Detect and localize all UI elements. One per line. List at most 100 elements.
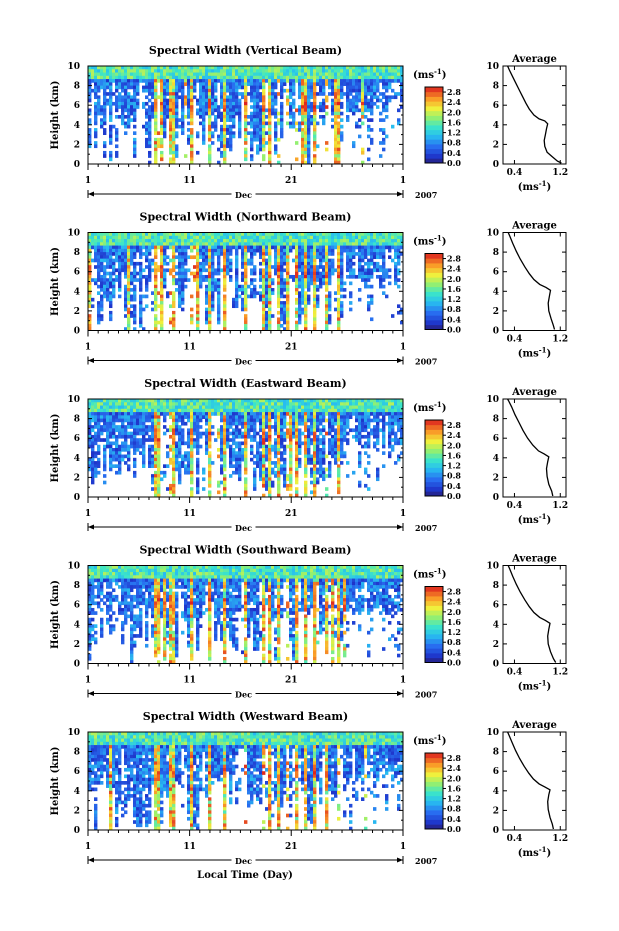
heatmap-cell	[316, 105, 320, 109]
heatmap-cell	[397, 255, 401, 260]
heatmap-cell	[223, 92, 227, 96]
heatmap-cell	[229, 235, 233, 240]
heatmap-cell	[133, 448, 137, 452]
heatmap-cell	[208, 144, 212, 149]
heatmap-cell	[370, 235, 374, 240]
heatmap-cell	[280, 69, 284, 73]
heatmap-cell	[238, 242, 242, 246]
heatmap-cell	[277, 160, 281, 165]
heatmap-cell	[187, 105, 191, 109]
heatmap-cell	[283, 239, 287, 243]
heatmap-cell	[154, 261, 158, 266]
heatmap-cell	[247, 79, 251, 83]
heatmap-cell	[157, 268, 161, 273]
heatmap-cell	[268, 150, 272, 155]
heatmap-cell	[328, 72, 332, 77]
heatmap-cell	[199, 431, 203, 436]
heatmap-cell	[394, 235, 398, 240]
heatmap-cell	[172, 258, 176, 263]
heatmap-cell	[154, 232, 158, 237]
heatmap-cell	[169, 115, 173, 119]
heatmap-cell	[88, 271, 92, 276]
heatmap-cell	[328, 274, 332, 279]
heatmap-cell	[154, 265, 158, 269]
heatmap-cell	[187, 69, 191, 73]
heatmap-cell	[283, 66, 287, 70]
heatmap-cell	[229, 75, 233, 80]
heatmap-cell	[304, 121, 308, 126]
heatmap-cell	[181, 248, 185, 253]
heatmap-cell	[88, 134, 92, 139]
heatmap-cell	[115, 438, 119, 442]
heatmap-cell	[217, 297, 221, 302]
heatmap-cell	[352, 72, 356, 77]
heatmap-cell	[325, 79, 329, 83]
heatmap-cell	[253, 92, 257, 96]
heatmap-cell	[97, 75, 101, 80]
heatmap-cell	[346, 69, 350, 73]
heatmap-cell	[250, 288, 254, 292]
heatmap-cell	[229, 82, 233, 86]
heatmap-cell	[97, 248, 101, 253]
heatmap-cell	[157, 265, 161, 269]
heatmap-cell	[127, 323, 131, 328]
heatmap-cell	[109, 304, 113, 309]
heatmap-cell	[106, 82, 110, 86]
heatmap-cell	[325, 294, 329, 299]
heatmap-cell	[226, 72, 230, 77]
heatmap-cell	[88, 268, 92, 273]
heatmap-cell	[181, 124, 185, 129]
heatmap-cell	[175, 271, 179, 276]
heatmap-cell	[172, 75, 176, 80]
heatmap-cell	[139, 69, 143, 73]
heatmap-cell	[154, 477, 158, 482]
heatmap-cell	[97, 405, 101, 410]
heatmap-cell	[94, 252, 98, 256]
heatmap-cell	[394, 95, 398, 100]
heatmap-cell	[202, 92, 206, 96]
heatmap-cell	[376, 105, 380, 109]
heatmap-cell	[310, 265, 314, 269]
heatmap-cell	[154, 95, 158, 100]
heatmap-cell	[319, 66, 323, 70]
heatmap-cell	[112, 408, 116, 413]
heatmap-cell	[364, 278, 368, 282]
heatmap-cell	[88, 248, 92, 253]
heatmap-cell	[295, 258, 299, 263]
heatmap-cell	[214, 66, 218, 70]
heatmap-cell	[250, 261, 254, 266]
heatmap-cell	[160, 150, 164, 155]
heatmap-cell	[400, 92, 404, 96]
heatmap-cell	[169, 408, 173, 413]
heatmap-cell	[277, 274, 281, 279]
heatmap-cell	[109, 72, 113, 77]
heatmap-cell	[382, 248, 386, 253]
heatmap-cell	[313, 265, 317, 269]
heatmap-cell	[352, 75, 356, 80]
heatmap-cell	[367, 278, 371, 282]
heatmap-cell	[88, 92, 92, 96]
heatmap-cell	[100, 405, 104, 410]
heatmap-cell	[208, 405, 212, 410]
heatmap-cell	[238, 441, 242, 446]
heatmap-cell	[370, 66, 374, 70]
heatmap-cell	[130, 95, 134, 100]
heatmap-cell	[235, 235, 239, 240]
heatmap-cell	[130, 79, 134, 83]
heatmap-cell	[145, 85, 149, 90]
heatmap-cell	[346, 79, 350, 83]
heatmap-cell	[208, 278, 212, 282]
heatmap-cell	[172, 72, 176, 77]
heatmap-cell	[166, 487, 170, 491]
heatmap-cell	[313, 128, 317, 132]
heatmap-cell	[124, 242, 128, 246]
heatmap-cell	[256, 128, 260, 132]
heatmap-cell	[187, 438, 191, 442]
heatmap-cell	[292, 239, 296, 243]
heatmap-cell	[334, 131, 338, 135]
heatmap-cell	[280, 115, 284, 119]
heatmap-cell	[157, 421, 161, 426]
heatmap-cell	[244, 82, 248, 86]
heatmap-cell	[277, 137, 281, 142]
heatmap-cell	[151, 454, 155, 459]
